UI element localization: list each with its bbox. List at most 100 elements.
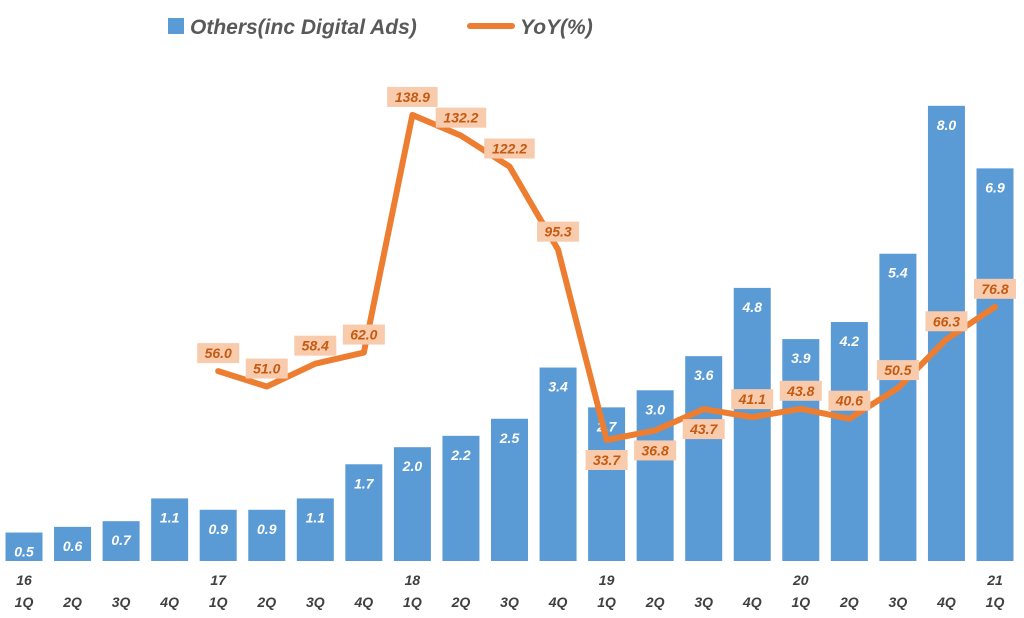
- yoy-label-bg: [387, 86, 438, 107]
- x-tick-quarter: 2Q: [451, 594, 471, 610]
- yoy-label-bg: [828, 390, 871, 411]
- bar-value-label: 4.8: [742, 299, 763, 315]
- bar: [199, 509, 237, 561]
- x-tick-year: 21: [986, 572, 1003, 588]
- yoy-label-bg: [779, 380, 822, 401]
- yoy-value-label: 43.8: [786, 383, 814, 399]
- bar: [733, 287, 771, 561]
- yoy-value-label: 62.0: [350, 327, 377, 343]
- yoy-label-bg: [876, 360, 919, 381]
- bar: [442, 435, 480, 561]
- x-tick-quarter: 2Q: [62, 594, 82, 610]
- bar-value-label: 2.0: [402, 458, 423, 474]
- yoy-value-label: 51.0: [253, 361, 280, 377]
- bar-value-label: 0.5: [14, 544, 34, 560]
- yoy-label-bg: [731, 389, 774, 410]
- legend-bar-swatch: [168, 18, 184, 34]
- legend: Others(inc Digital Ads) YoY(%): [168, 16, 593, 39]
- bar: [248, 509, 286, 561]
- bar-value-label: 3.4: [548, 379, 568, 395]
- bar: [5, 532, 43, 561]
- x-tick-quarter: 2Q: [256, 594, 276, 610]
- bar-value-label: 0.6: [63, 538, 83, 554]
- bar: [636, 390, 674, 561]
- bar-value-label: 1.7: [354, 475, 375, 491]
- line-series: 56.0 51.0 58.4 62.0 138.9 132.2 122.2 95.3 33.7 3…: [197, 86, 1016, 470]
- bar: [782, 339, 820, 561]
- yoy-label-bg: [682, 419, 725, 440]
- yoy-value-label: 138.9: [395, 89, 430, 105]
- bar-value-label: 3.0: [645, 401, 665, 417]
- yoy-value-label: 76.8: [981, 281, 1008, 297]
- bar-value-label: 1.1: [306, 509, 326, 525]
- yoy-value-label: 58.4: [302, 338, 329, 354]
- bar-value-label: 3.6: [694, 367, 714, 383]
- yoy-value-label: 43.7: [689, 421, 718, 437]
- x-tick-quarter: 3Q: [306, 594, 325, 610]
- x-tick-quarter: 4Q: [159, 594, 179, 610]
- yoy-label-bg: [484, 138, 535, 159]
- bar-value-label: 1.1: [160, 509, 180, 525]
- x-tick-quarter: 4Q: [548, 594, 568, 610]
- x-tick-quarter: 1Q: [986, 594, 1005, 610]
- x-tick-year: 19: [599, 572, 615, 588]
- x-tick-quarter: 1Q: [791, 594, 810, 610]
- yoy-value-label: 40.6: [835, 393, 863, 409]
- bar-value-label: 8.0: [937, 117, 957, 133]
- bar: [151, 498, 189, 561]
- bar: [539, 367, 577, 561]
- x-tick-quarter: 1Q: [15, 594, 34, 610]
- legend-line-label: YoY(%): [520, 16, 593, 39]
- yoy-label-bg: [245, 358, 288, 379]
- yoy-value-label: 50.5: [884, 362, 911, 378]
- yoy-value-label: 41.1: [738, 391, 766, 407]
- bar: [102, 521, 140, 561]
- x-axis: 16 1Q 2Q 3Q 4Q 17 1Q 2Q 3Q 4Q 18 1Q 2Q 3Q 4Q 19 1Q 2Q 3Q 4Q…: [15, 572, 1005, 610]
- bar-value-label: 4.2: [839, 333, 860, 349]
- yoy-label-bg: [585, 450, 628, 470]
- yoy-label-bg: [925, 311, 968, 332]
- yoy-value-label: 95.3: [544, 224, 571, 240]
- yoy-value-label: 36.8: [642, 442, 669, 458]
- bar-value-label: 6.9: [985, 179, 1005, 195]
- x-tick-year: 16: [16, 572, 32, 588]
- bar: [393, 447, 431, 561]
- bar: [879, 253, 917, 562]
- yoy-label-bg: [634, 440, 677, 461]
- yoy-label-bg: [197, 343, 240, 364]
- bar: [296, 498, 334, 561]
- bar-value-label: 2.2: [450, 447, 471, 463]
- bar: [54, 526, 92, 561]
- x-tick-quarter: 2Q: [839, 594, 859, 610]
- yoy-value-label: 66.3: [933, 313, 960, 329]
- bar-value-label: 0.9: [257, 521, 277, 537]
- x-tick-year: 20: [792, 572, 809, 588]
- yoy-value-label: 33.7: [593, 452, 621, 468]
- x-tick-quarter: 3Q: [889, 594, 908, 610]
- x-tick-quarter: 4Q: [936, 594, 956, 610]
- x-tick-year: 18: [405, 572, 421, 588]
- x-tick-quarter: 3Q: [694, 594, 713, 610]
- legend-bar-label: Others(inc Digital Ads): [190, 16, 417, 39]
- x-tick-quarter: 1Q: [403, 594, 422, 610]
- yoy-label-bg: [537, 221, 580, 242]
- yoy-label-bg: [974, 278, 1016, 299]
- bar-value-label: 0.7: [111, 532, 132, 548]
- bar-value-label: 3.9: [791, 350, 811, 366]
- x-tick-quarter: 2Q: [645, 594, 665, 610]
- x-tick-quarter: 1Q: [209, 594, 228, 610]
- yoy-label-bg: [342, 324, 385, 345]
- bar-value-label: 0.9: [208, 521, 228, 537]
- x-tick-quarter: 4Q: [742, 594, 762, 610]
- yoy-label-bg: [294, 335, 337, 356]
- bar: [976, 168, 1014, 561]
- bar: [685, 356, 723, 561]
- bar-value-label: 5.4: [888, 265, 908, 281]
- bar-value-label: 2.5: [499, 430, 520, 446]
- yoy-line: [215, 111, 998, 443]
- bar-series: 0.5 0.6 0.71.10.9 0.91.11.72.02.22.53.42.73…: [5, 105, 1014, 562]
- yoy-value-label: 132.2: [443, 110, 478, 126]
- x-tick-quarter: 4Q: [354, 594, 374, 610]
- bar: [830, 322, 868, 561]
